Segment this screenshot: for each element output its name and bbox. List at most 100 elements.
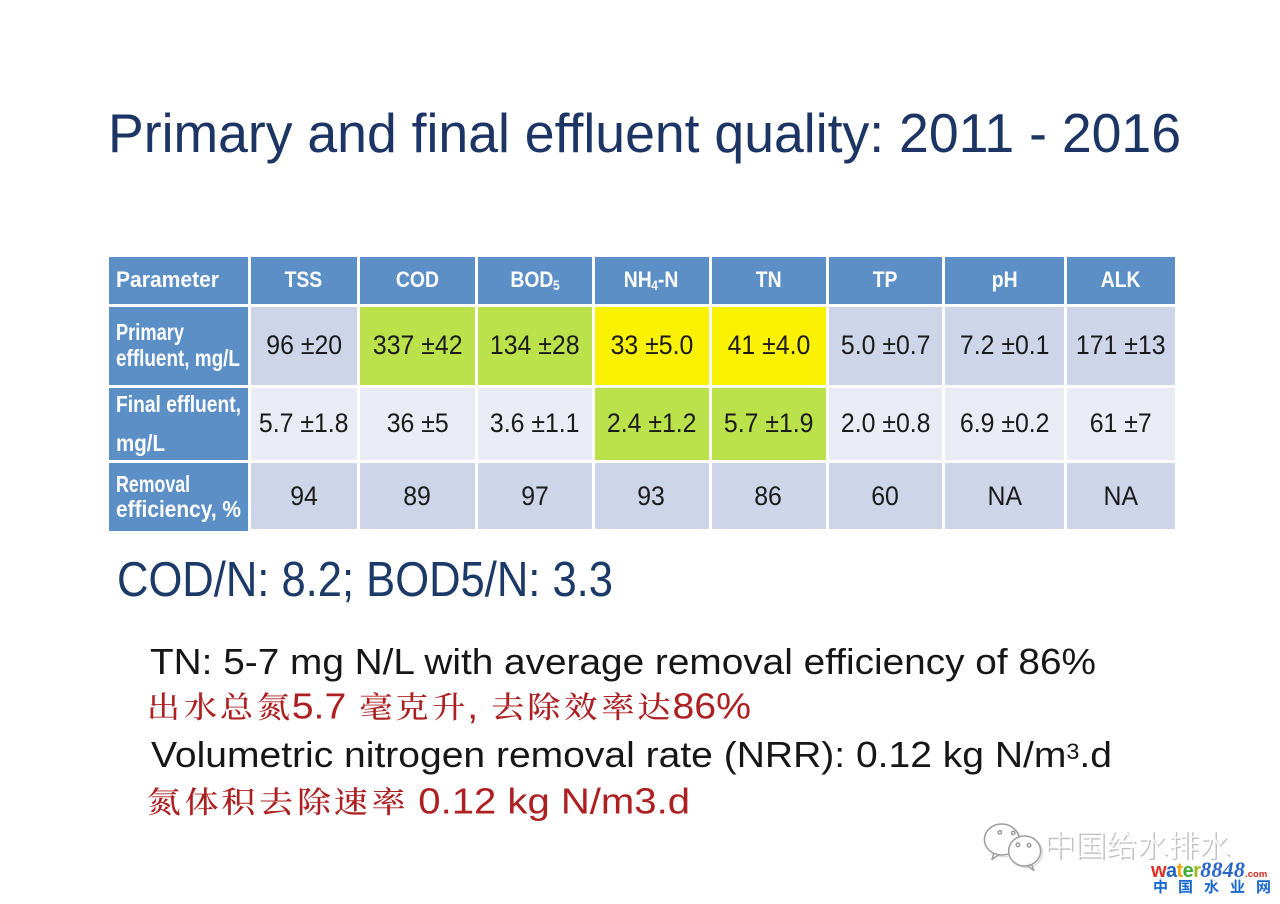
cell-value-text: 5.7 ±1.8 [258,408,349,439]
table-cell: 93 [594,463,709,529]
table-cell: 5.7 ±1.9 [711,387,826,460]
page-title-text: Primary and final effluent quality: 2011… [108,102,1181,165]
table-cell: 3.6 ±1.1 [478,387,592,460]
watermark-brand: water8848.com [1151,856,1268,882]
brand-tld: .com [1245,868,1268,880]
column-header-text: TN [755,267,782,292]
table-cell: 171 ±13 [1067,306,1175,385]
row-label: Removal efficiency, % [108,463,248,531]
cjk-glyph [397,691,428,720]
cell-value-text: 171 ±13 [1076,330,1166,360]
watermark-blue-text [1153,879,1271,894]
table-cell: 89 [359,463,475,529]
note-tn-chinese: 5.7 , 86% [145,687,751,725]
cjk-glyph [372,786,405,816]
cjk-glyph [335,787,368,816]
cell-value-text: 36 ±5 [386,408,449,439]
column-header-ph: pH [945,256,1064,304]
cjk-glyph [1204,879,1219,894]
cjk-glyph [602,691,633,720]
column-header-parameter: Parameter [108,256,248,304]
cjk-glyph [530,691,561,720]
column-header-nh4n: NH4-N [594,256,709,304]
cell-value-text: 89 [403,480,432,511]
cjk-glyph [221,691,252,719]
table-cell: 2.0 ±0.8 [828,387,942,460]
column-header-text: TP [872,267,898,292]
cjk-glyph [184,691,216,720]
cell-value-text: NA [987,480,1022,511]
cjk-glyph [1169,830,1199,860]
row-label-line: Final effluent, [115,390,241,417]
row-label-line: Primary [115,319,184,345]
column-header-text: pH [991,267,1018,292]
column-header-text: TSS [284,267,323,292]
table-cell: 7.2 ±0.1 [945,306,1064,385]
cell-value-text: 337 ±42 [372,330,463,360]
page-title: Primary and final effluent quality: 2011… [108,106,1210,161]
row-label: Final effluent, mg/L [108,387,248,460]
effluent-quality-table: Parameter TSS COD BOD5 NH4-N TN TP pH ALK Primary… [108,256,1175,531]
column-header-text: ALK [1101,267,1141,292]
nrr-text-after-sup: .d [1079,733,1112,775]
table-cell: 5.7 ±1.8 [251,387,357,460]
row-label-line: Removal [115,470,190,497]
cjk-glyph [185,787,218,816]
cell-value-text: 3.6 ±1.1 [489,408,580,439]
cell-value-text: 6.9 ±0.2 [959,408,1050,439]
brand-letter: w [1151,859,1167,882]
cell-value-text: 2.0 ±0.8 [840,408,931,439]
cell-value-text: NA [1103,480,1139,511]
column-header-alk: ALK [1067,256,1175,304]
cjk-glyph [638,691,670,720]
cell-value-text: 97 [520,480,549,511]
brand-letter: e [1182,859,1194,882]
cell-value-text: 5.7 ±1.9 [723,408,814,439]
table-cell: 36 ±5 [359,387,475,460]
cjk-glyph [149,691,178,720]
table-cell: 97 [478,463,592,529]
cell-value-text: 134 ±28 [489,330,580,360]
note-nrr-chinese: 0.12 kg N/m3.d [145,782,690,820]
note-tn-chinese-text: 5.7 , 86% [145,687,751,725]
cjk-glyph [260,787,292,816]
cell-value-text: 2.4 ±1.2 [606,408,697,439]
cjk-glyph [1153,879,1167,894]
cell-value-text: 96 ±20 [265,330,342,360]
cjk-glyph [1077,831,1105,860]
brand-water-letters: water [1151,861,1201,881]
column-header-text: COD [395,267,439,292]
cell-value-text: 33 ±5.0 [610,330,693,360]
table-cell: NA [1067,463,1175,529]
cjk-glyph [1138,830,1168,860]
note-nrr-english: Volumetric nitrogen removal rate (NRR): … [151,736,1112,774]
column-header-text: Parameter [115,267,219,292]
brand-letter: t [1176,859,1184,882]
wechat-icon [983,823,1043,872]
table-cell: 2.4 ±1.2 [594,387,709,460]
column-header-text: NH4-N [624,267,679,293]
cjk-glyph [433,691,465,720]
cjk-glyph [1200,830,1230,860]
ratio-note-text: COD/N: 8.2; BOD5/N: 3.3 [117,553,613,608]
table-cell: 134 ±28 [478,306,592,385]
cell-value-text: 5.0 ±0.7 [840,330,931,360]
watermark-grey-text [1044,829,1230,861]
cell-value-text: 86 [754,480,783,511]
table-cell: NA [945,463,1064,529]
cell-value-text: 41 ±4.0 [727,330,810,360]
table-cell: 337 ±42 [359,306,475,385]
cod-bod-ratio-note: COD/N: 8.2; BOD5/N: 3.3 [117,556,675,605]
cjk-glyph [258,691,289,720]
brand-number: 8848 [1200,856,1246,882]
table-cell: 94 [251,463,357,529]
cjk-glyph [565,691,597,720]
table-cell: 86 [711,463,826,529]
superscript-3: 3 [1066,739,1080,765]
cjk-glyph [492,691,523,720]
cjk-glyph [1179,879,1193,894]
column-header-tn: TN [711,256,826,304]
table-cell: 96 ±20 [251,306,357,385]
cell-value-text: 61 ±7 [1090,408,1152,439]
cjk-glyph [222,787,255,816]
